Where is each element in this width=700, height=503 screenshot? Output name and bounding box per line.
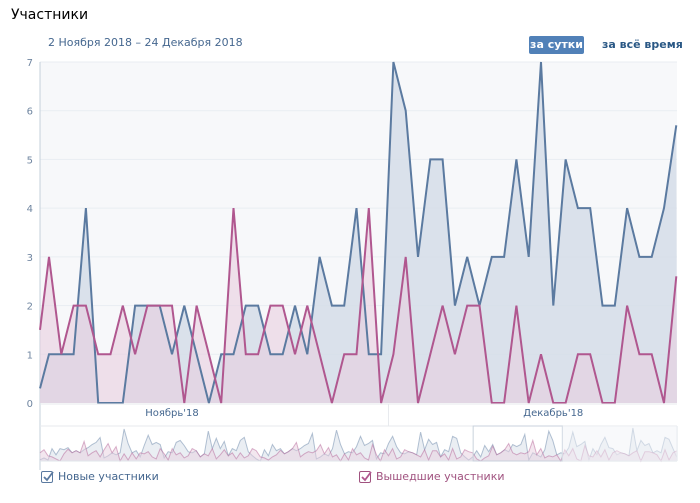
legend-item-left-members[interactable]: Вышедшие участники (359, 470, 505, 483)
new-members-checkbox[interactable] (41, 470, 54, 483)
y-tick-label: 1 (27, 350, 33, 361)
date-range: 2 Ноября 2018 – 24 Декабря 2018 (48, 36, 243, 49)
legend-label-new: Новые участники (58, 470, 159, 483)
y-tick-label: 6 (27, 107, 33, 118)
line-left-members (39, 208, 678, 404)
x-label-december: Декабрь'18 (523, 408, 583, 419)
navigator-area (40, 428, 677, 461)
checkmark-icon (361, 470, 372, 481)
y-tick-label: 0 (27, 399, 33, 410)
y-axis: 0 1 2 3 4 5 6 7 (27, 58, 33, 410)
series-lines (39, 61, 678, 404)
navigator-area (40, 440, 677, 461)
x-label-november: Ноябрь'18 (145, 408, 199, 419)
y-tick-label: 4 (27, 204, 33, 215)
checkmark-icon (43, 470, 54, 481)
y-tick-label: 3 (27, 253, 33, 264)
all-time-button[interactable]: за всё время (602, 38, 683, 51)
y-tick-label: 2 (27, 302, 33, 313)
left-members-checkbox[interactable] (359, 470, 372, 483)
legend-item-new-members[interactable]: Новые участники (41, 470, 159, 483)
y-tick-label: 5 (27, 155, 33, 166)
area-left-members (40, 208, 677, 403)
per-day-button[interactable]: за сутки (529, 36, 584, 54)
navigator-unselected-shade (562, 426, 677, 461)
y-tick-label: 7 (27, 58, 33, 69)
legend-label-left: Вышедшие участники (376, 470, 505, 483)
line-new-members (39, 61, 678, 404)
page-title: Участники (11, 7, 89, 23)
